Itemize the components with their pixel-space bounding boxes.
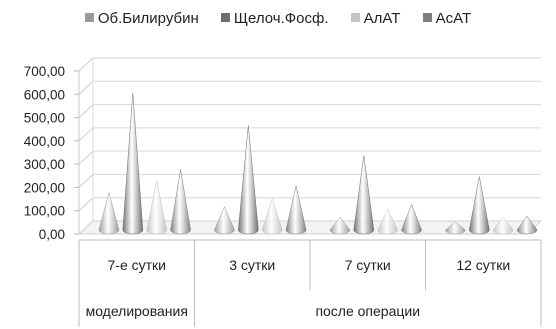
x-tick-label-3: 12 сутки [456, 257, 510, 273]
cone-1-2 [261, 197, 283, 235]
cone-body-2-2 [377, 208, 398, 235]
legend-label-1: Щелоч.Фосф. [233, 10, 329, 27]
cone-2-2 [377, 208, 398, 235]
cone-1-1 [238, 125, 259, 235]
cone-2-1 [353, 155, 375, 235]
cone-3-2 [492, 216, 514, 235]
gridline-side-5 [78, 104, 94, 118]
legend-swatch-1 [220, 13, 230, 22]
cone-body-3-1 [469, 176, 490, 235]
cone-1-0 [214, 206, 235, 235]
cone-body-3-3 [516, 215, 538, 235]
cone-0-1 [122, 92, 144, 235]
y-tick-label-2: 200,00 [24, 180, 65, 195]
plot-area [98, 92, 538, 235]
y-axis: 0,00 100,00 200,00 300,00 400,00 500,00 600,00… [24, 64, 80, 242]
gridline-side-4 [78, 127, 94, 142]
y-tick-label-6: 600,00 [24, 87, 65, 102]
cone-3-1 [469, 176, 490, 235]
x-tick-label-1: 3 сутки [229, 257, 275, 273]
chart-legend: Об.Билирубин Щелоч.Фосф. АлАТ АсАТ [0, 10, 556, 27]
legend-swatch-2 [350, 13, 360, 22]
cone-body-0-3 [170, 169, 191, 235]
cone-0-0 [98, 191, 120, 235]
cone-body-2-0 [329, 216, 351, 235]
y-tick-label-1: 100,00 [24, 204, 65, 219]
cone-body-1-0 [214, 206, 235, 235]
y-tick-label-3: 300,00 [24, 157, 65, 172]
x-group-label-0: моделирования [86, 303, 188, 319]
chart-floor [77, 220, 543, 235]
cone-3-3 [516, 215, 538, 235]
y-tick-label-0: 0,00 [39, 227, 65, 242]
cone-3-0 [445, 221, 466, 235]
gridline-side-1 [78, 197, 94, 212]
y-tick-label-5: 500,00 [24, 111, 65, 126]
y-tick-label-7: 700,00 [24, 64, 65, 79]
cone-body-2-3 [401, 203, 422, 235]
x-tick-label-0: 7-е сутки [108, 257, 166, 273]
gridline-side-7 [78, 57, 94, 72]
legend-label-3: АсАТ [435, 10, 472, 27]
legend-item-0: Об.Билирубин [84, 10, 199, 27]
cone-0-3 [170, 169, 191, 235]
cone-body-3-2 [492, 216, 514, 235]
cone-0-2 [146, 181, 167, 235]
legend-item-1: Щелоч.Фосф. [220, 10, 329, 27]
legend-swatch-3 [422, 13, 432, 22]
cone-1-3 [285, 185, 307, 235]
legend-item-2: АлАТ [350, 10, 401, 27]
legend-item-3: АсАТ [422, 10, 472, 27]
legend-label-2: АлАТ [363, 10, 401, 27]
cone-body-1-3 [285, 185, 307, 235]
gridline-side-3 [78, 150, 94, 165]
gridline-side-2 [78, 174, 94, 188]
gridline-side-6 [78, 80, 94, 95]
cone-body-3-0 [445, 221, 466, 235]
x-tick-label-2: 7 сутки [345, 257, 391, 273]
cone-body-1-2 [261, 197, 283, 235]
gridlines [77, 57, 543, 235]
cone-body-2-1 [353, 155, 375, 235]
x-group-label-1: после операции [315, 303, 420, 319]
y-tick-label-4: 400,00 [24, 134, 65, 149]
legend-swatch-0 [84, 13, 94, 22]
cone-body-0-0 [98, 191, 120, 235]
cone-body-0-1 [122, 92, 144, 235]
legend-label-0: Об.Билирубин [97, 10, 199, 27]
cone-body-0-2 [146, 181, 167, 235]
cone-2-0 [329, 216, 351, 235]
cone-body-1-1 [238, 125, 259, 235]
x-axis: 7-е сутки 3 сутки 7 сутки 12 сутки моделиров… [78, 239, 542, 327]
cone-2-3 [401, 203, 422, 235]
